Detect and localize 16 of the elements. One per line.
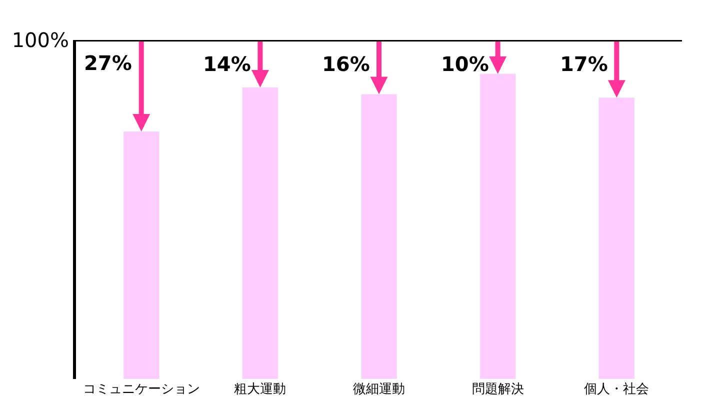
x-tick-label: 微細運動 — [353, 382, 405, 397]
bar — [123, 131, 160, 379]
annotation: 16% — [322, 52, 370, 76]
annotation: 27% — [84, 51, 132, 75]
annotation: 17% — [560, 52, 608, 76]
x-tick-label: 粗大運動 — [234, 382, 286, 397]
annotation: 10% — [441, 52, 489, 76]
bar — [598, 97, 635, 379]
x-tick-label: 問題解決 — [472, 382, 524, 397]
bar — [480, 74, 516, 379]
bar — [360, 94, 398, 379]
x-tick-label: 個人・社会 — [584, 382, 650, 397]
y-tick-label: 100% — [12, 28, 69, 52]
bar — [242, 87, 278, 379]
annotation: 14% — [203, 52, 251, 76]
x-tick-label: コミュニケーション — [82, 382, 200, 397]
